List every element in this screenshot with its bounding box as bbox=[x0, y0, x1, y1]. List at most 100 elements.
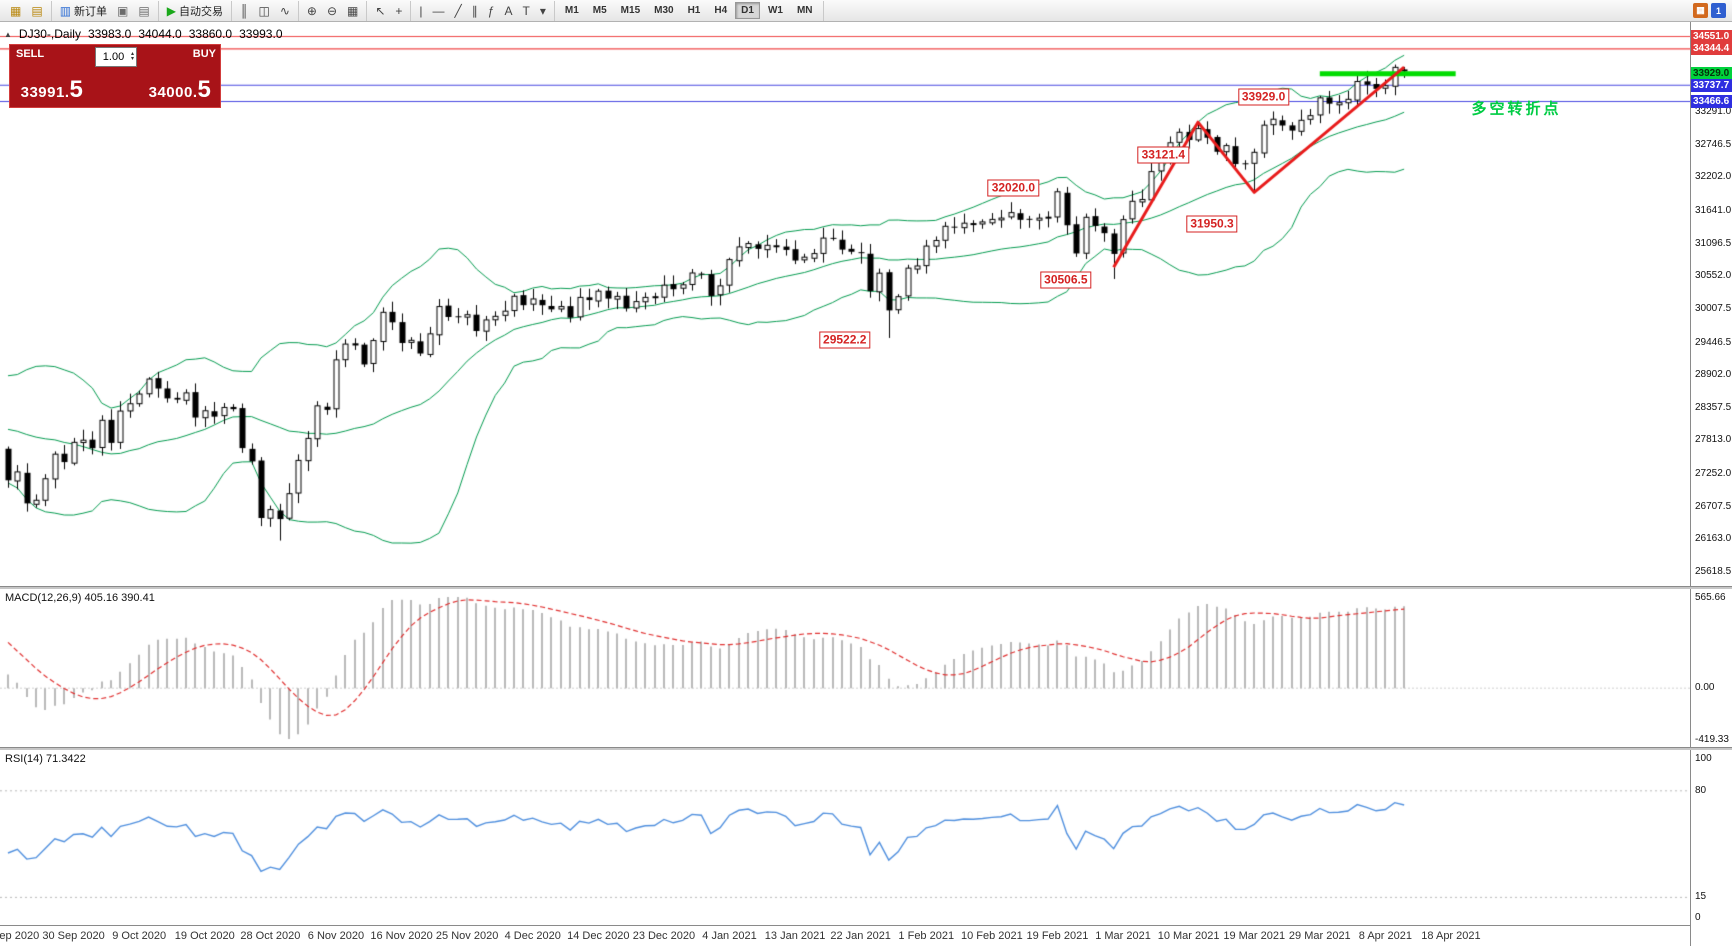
vertical-line-icon: | bbox=[419, 3, 423, 18]
timeframe-h1-button[interactable]: H1 bbox=[687, 5, 701, 16]
lot-size-input[interactable]: 1.00 ▴ ▾ bbox=[95, 47, 137, 67]
timeframe-m30-button[interactable]: M30 bbox=[654, 5, 674, 16]
new-order-button[interactable]: ▥ 新订单 bbox=[59, 3, 108, 18]
main-chart-canvas[interactable] bbox=[0, 22, 1690, 586]
timeframe-mn-button[interactable]: MN bbox=[796, 5, 813, 16]
label-button[interactable]: T bbox=[518, 2, 533, 20]
time-tick-label: 13 Jan 2021 bbox=[764, 930, 826, 942]
one-click-collapse-icon[interactable]: ▲ bbox=[4, 29, 12, 39]
ohlc-open: 33983.0 bbox=[87, 27, 132, 41]
chart-symbol-period-label: DJ30-,Daily bbox=[18, 27, 81, 41]
toolbar-right-icons: ▦ 1 bbox=[1690, 3, 1730, 18]
rsi-panel-separator[interactable] bbox=[0, 747, 1732, 750]
data-window-icon: ▤ bbox=[138, 3, 150, 18]
sell-button[interactable]: SELL 33991.5 bbox=[10, 45, 94, 107]
price-tick-label: 30552.0 bbox=[1695, 270, 1732, 282]
text-button[interactable]: A bbox=[500, 2, 516, 20]
data-window-button[interactable]: ▤ bbox=[134, 2, 153, 20]
vertical-line-button[interactable]: | bbox=[415, 2, 426, 20]
timeframe-toolbar: M1 M5 M15 M30 H1 H4 D1 W1 MN bbox=[555, 0, 824, 21]
timeframe-m15-button[interactable]: M15 bbox=[620, 5, 641, 16]
timeframe-w1-button[interactable]: W1 bbox=[767, 5, 783, 16]
trendline-button[interactable]: ╱ bbox=[451, 2, 466, 20]
time-tick-label: 19 Oct 2020 bbox=[174, 930, 235, 942]
zoom-out-button[interactable]: ⊖ bbox=[323, 2, 341, 20]
price-annotation[interactable]: 32020.0 bbox=[987, 179, 1040, 197]
market-watch-icon: ▣ bbox=[117, 3, 129, 18]
alerts-icon[interactable]: ▦ bbox=[1693, 3, 1708, 18]
timeframe-d1-button[interactable]: D1 bbox=[735, 2, 760, 19]
timeframe-m5-button[interactable]: M5 bbox=[592, 5, 607, 16]
ohlc-low: 33860.0 bbox=[188, 27, 233, 41]
price-tick-label: 25618.5 bbox=[1695, 566, 1732, 577]
price-annotation[interactable]: 31950.3 bbox=[1186, 215, 1238, 233]
buy-button[interactable]: BUY 34000.5 bbox=[138, 45, 222, 107]
price-line-axis-label: 34344.4 bbox=[1691, 42, 1732, 56]
new-chart-icon: ▦ bbox=[10, 3, 22, 18]
time-tick-label: 10 Mar 2021 bbox=[1157, 930, 1220, 942]
time-tick-label: 4 Jan 2021 bbox=[702, 930, 757, 942]
crosshair-button[interactable]: + bbox=[391, 2, 406, 20]
price-tick-label: 26707.5 bbox=[1695, 500, 1732, 512]
bar-chart-type-icon: ║ bbox=[239, 3, 249, 18]
price-annotation[interactable]: 29522.2 bbox=[819, 331, 871, 349]
time-tick-label: 16 Nov 2020 bbox=[370, 930, 433, 942]
cursor-button[interactable]: ↖ bbox=[371, 2, 389, 20]
rsi-indicator-label: RSI(14) 71.3422 bbox=[5, 753, 86, 765]
price-tick-label: 29446.5 bbox=[1695, 336, 1732, 348]
line-chart-type-icon: ∿ bbox=[279, 3, 290, 18]
notifications-icon[interactable]: 1 bbox=[1711, 3, 1726, 18]
price-tick-label: 26163.0 bbox=[1695, 533, 1732, 545]
price-tick-label: 32202.0 bbox=[1695, 171, 1732, 183]
arrows-dropdown-button[interactable]: ▾ bbox=[536, 2, 550, 20]
price-annotation[interactable]: 30506.5 bbox=[1040, 271, 1092, 289]
auto-trading-icon: ▶ bbox=[166, 3, 176, 18]
cursor-icon: ↖ bbox=[375, 3, 386, 18]
timeframe-m1-button[interactable]: M1 bbox=[564, 5, 579, 16]
fibonacci-button[interactable]: ƒ bbox=[484, 2, 499, 20]
time-tick-label: 4 Dec 2020 bbox=[504, 930, 561, 942]
time-tick-label: 9 Oct 2020 bbox=[112, 930, 167, 942]
fibonacci-icon: ƒ bbox=[487, 3, 495, 18]
lot-size-field: 1.00 ▴ ▾ bbox=[94, 45, 138, 107]
lot-decrease-button[interactable]: ▾ bbox=[130, 56, 134, 62]
new-chart-button[interactable]: ▦ bbox=[6, 2, 25, 20]
time-tick-label: 30 Sep 2020 bbox=[42, 930, 105, 942]
price-line-axis-label: 33466.6 bbox=[1691, 94, 1732, 108]
lot-increase-button[interactable]: ▴ bbox=[130, 51, 134, 57]
price-annotation[interactable]: 33929.0 bbox=[1237, 88, 1290, 106]
market-watch-button[interactable]: ▣ bbox=[113, 2, 132, 20]
rsi-axis-label: 0 bbox=[1695, 912, 1701, 923]
zoom-in-button[interactable]: ⊕ bbox=[303, 2, 321, 20]
channel-button[interactable]: ∥ bbox=[468, 2, 482, 20]
price-annotation[interactable]: 33121.4 bbox=[1137, 146, 1190, 164]
chart-ohlc-info: ▲ DJ30-,Daily 33983.0 34044.0 33860.0 33… bbox=[4, 27, 283, 41]
turning-point-comment[interactable]: 多空转折点 bbox=[1471, 100, 1562, 118]
lot-size-value: 1.00 bbox=[102, 51, 125, 63]
price-axis[interactable]: 33291.0 32746.5 32202.0 31641.0 31096.5 30552… bbox=[1690, 22, 1732, 946]
tile-windows-button[interactable]: ▦ bbox=[343, 2, 362, 20]
line-chart-type-button[interactable]: ∿ bbox=[276, 2, 294, 20]
channel-icon: ∥ bbox=[471, 3, 478, 18]
price-line-axis-label: 33929.0 bbox=[1691, 67, 1732, 81]
trendline-icon: ╱ bbox=[454, 3, 462, 18]
time-tick-label: 21 Sep 2020 bbox=[0, 930, 40, 942]
time-tick-label: 14 Dec 2020 bbox=[567, 930, 630, 942]
candlestick-chart-type-button[interactable]: ◫ bbox=[254, 2, 273, 20]
time-tick-label: 18 Apr 2021 bbox=[1421, 930, 1481, 942]
price-tick-label: 31641.0 bbox=[1695, 204, 1732, 216]
timeframe-h4-button[interactable]: H4 bbox=[714, 5, 728, 16]
auto-trading-button[interactable]: ▶ 自动交易 bbox=[166, 3, 223, 18]
macd-panel-separator[interactable] bbox=[0, 586, 1732, 589]
bar-chart-type-button[interactable]: ║ bbox=[236, 2, 253, 20]
profiles-button[interactable]: ▤ bbox=[27, 2, 46, 20]
price-line-axis-label: 33737.7 bbox=[1691, 78, 1732, 92]
price-tick-label: 27813.0 bbox=[1695, 434, 1732, 446]
sell-price: 33991.5 bbox=[20, 76, 84, 103]
zoom-in-icon: ⊕ bbox=[306, 3, 317, 18]
horizontal-line-button[interactable]: — bbox=[429, 2, 449, 20]
buy-price: 34000.5 bbox=[148, 76, 212, 103]
macd-panel-canvas[interactable] bbox=[0, 589, 1690, 747]
rsi-panel-canvas[interactable] bbox=[0, 750, 1690, 925]
